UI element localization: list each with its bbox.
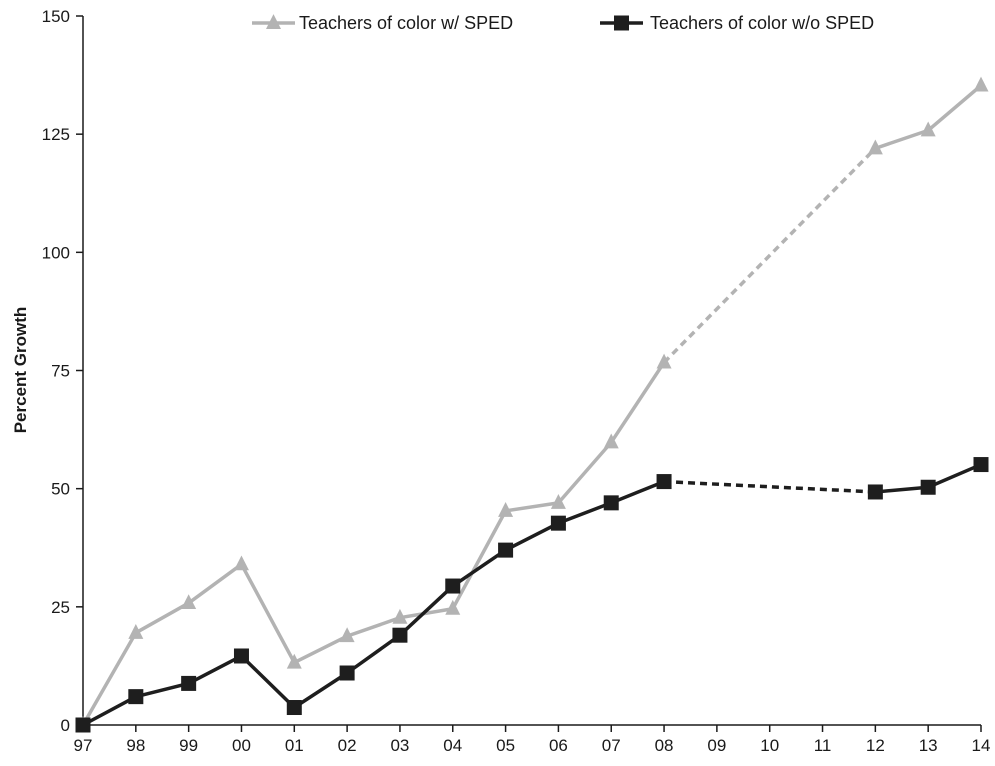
series-gap-line — [662, 147, 877, 364]
x-tick-label: 04 — [443, 736, 462, 755]
triangle-point — [867, 139, 883, 155]
x-tick-label: 00 — [232, 736, 251, 755]
y-axis-title: Percent Growth — [11, 307, 30, 434]
square-point — [75, 717, 91, 733]
triangle-point — [445, 599, 461, 615]
square-point — [973, 457, 989, 473]
y-tick-label: 125 — [42, 125, 70, 144]
square-point — [920, 479, 936, 495]
legend-square-marker — [614, 15, 629, 31]
x-ticks: 97 98 99 00 01 02 03 04 05 06 07 08 09 10 11 12 13 14 — [74, 725, 991, 755]
square-point — [181, 675, 197, 691]
legend: Teachers of color w/ SPED Teachers of col… — [252, 13, 874, 33]
square-point — [867, 484, 883, 500]
x-tick-label: 03 — [390, 736, 409, 755]
triangle-point — [286, 653, 302, 669]
triangle-point — [128, 623, 144, 639]
y-tick-label: 0 — [61, 716, 70, 735]
square-point — [233, 648, 249, 664]
x-tick-label: 02 — [338, 736, 357, 755]
series-1 — [75, 76, 989, 731]
x-tick-label: 11 — [814, 736, 832, 755]
legend-triangle-marker — [266, 14, 281, 29]
x-tick-label: 01 — [285, 736, 304, 755]
triangle-point — [550, 494, 566, 509]
x-tick-label: 14 — [972, 736, 991, 755]
x-tick-label: 99 — [179, 736, 198, 755]
triangle-point — [973, 76, 989, 92]
series-line — [82, 479, 665, 727]
triangle-point — [920, 121, 936, 137]
legend-label: Teachers of color w/ SPED — [299, 13, 513, 33]
y-ticks: 0 25 50 75 100 125 150 — [42, 7, 83, 735]
x-tick-label: 08 — [655, 736, 674, 755]
square-point — [550, 515, 566, 531]
x-tick-label: 09 — [707, 736, 726, 755]
triangle-point — [656, 353, 672, 369]
square-point — [445, 578, 461, 594]
x-tick-label: 12 — [866, 736, 885, 755]
legend-item-2: Teachers of color w/o SPED — [600, 13, 874, 33]
x-tick-label: 98 — [126, 736, 145, 755]
x-tick-label: 06 — [549, 736, 568, 755]
square-point — [286, 700, 302, 716]
y-tick-label: 150 — [42, 7, 70, 26]
series-line — [874, 84, 983, 151]
square-point — [498, 542, 514, 558]
series-layer — [75, 76, 989, 733]
x-tick-label: 07 — [602, 736, 621, 755]
y-tick-label: 50 — [51, 480, 70, 499]
legend-item-1: Teachers of color w/ SPED — [252, 13, 513, 33]
x-tick-label: 97 — [74, 736, 93, 755]
axes: 0 25 50 75 100 125 150 97 98 99 00 01 02 03 04 05 06 07 0… — [42, 7, 991, 755]
square-point — [656, 474, 672, 490]
y-tick-label: 100 — [42, 243, 70, 262]
series-2 — [75, 457, 989, 733]
square-point — [392, 627, 408, 643]
square-point — [128, 689, 144, 705]
triangle-point — [181, 594, 197, 610]
y-tick-label: 25 — [51, 598, 70, 617]
x-tick-label: 13 — [919, 736, 938, 755]
square-point — [339, 665, 355, 681]
triangle-point — [392, 608, 408, 624]
triangle-point — [603, 433, 619, 449]
series-line — [81, 361, 666, 726]
series-gap-line — [663, 479, 876, 494]
square-point — [603, 495, 619, 511]
y-tick-label: 75 — [51, 362, 70, 381]
triangle-point — [233, 555, 249, 571]
x-tick-label: 05 — [496, 736, 515, 755]
triangle-point — [339, 627, 355, 643]
triangle-point — [498, 502, 514, 517]
legend-label: Teachers of color w/o SPED — [650, 13, 874, 33]
x-tick-label: 10 — [760, 736, 779, 755]
